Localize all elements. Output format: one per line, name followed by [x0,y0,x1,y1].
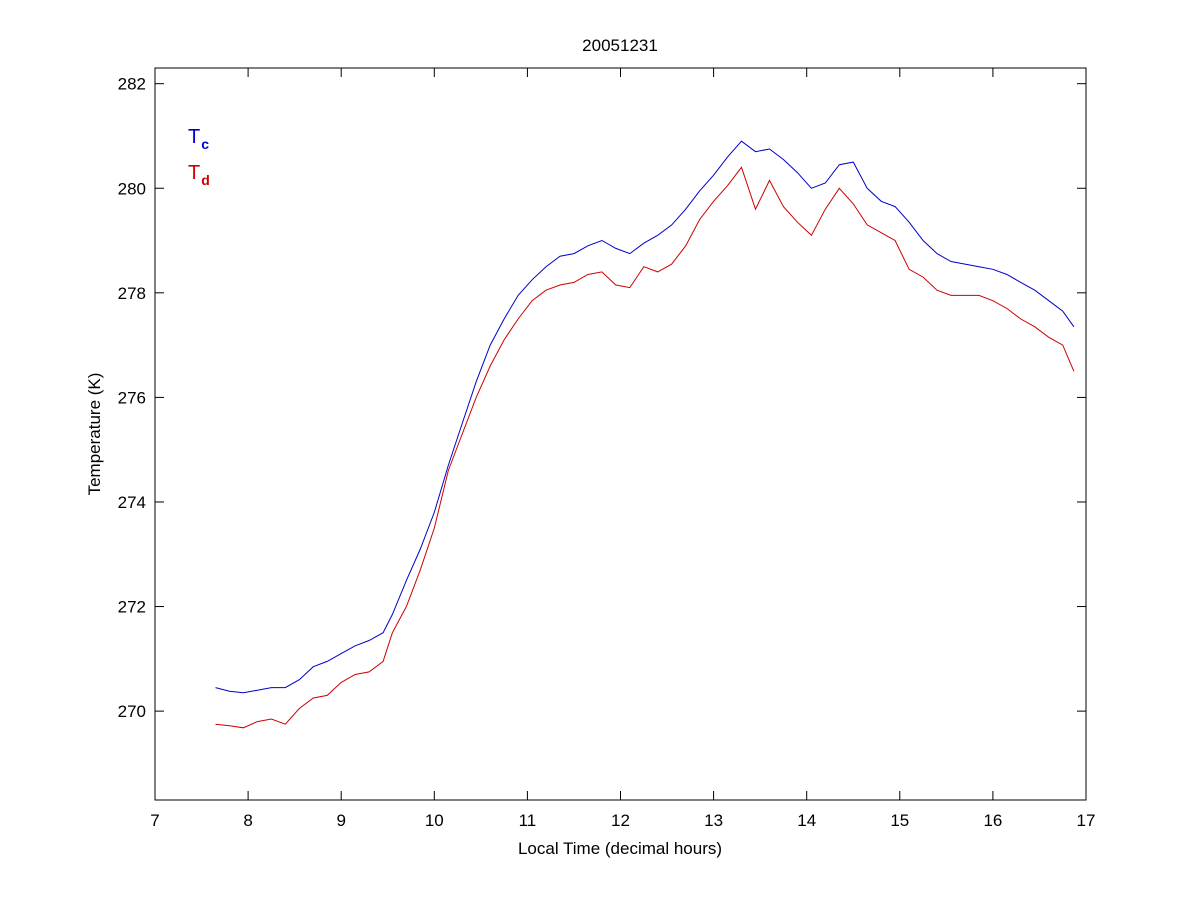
x-tick-label: 11 [519,811,537,830]
x-axis-label: Local Time (decimal hours) [518,839,722,858]
x-tick-label: 8 [243,811,252,830]
x-tick-label: 10 [425,811,444,830]
y-axis-ticks: 270 272 274 276 278 280 282 [118,75,1086,721]
x-tick-label: 7 [150,811,159,830]
x-tick-label: 16 [983,811,1002,830]
x-tick-label: 17 [1077,811,1096,830]
x-tick-label: 15 [890,811,909,830]
y-tick-label: 274 [118,493,146,512]
legend-entry-main: T [188,126,200,148]
series-layer [215,140,1075,729]
y-tick-label: 282 [118,75,146,94]
legend-entry-1: Td [188,162,210,188]
y-tick-label: 272 [118,598,146,617]
y-tick-label: 280 [118,179,146,198]
x-axis-ticks: 7 8 9 10 11 12 13 14 15 16 17 [150,68,1095,830]
legend-entry-subscript: c [201,136,209,152]
series-line-1 [215,166,1075,729]
x-tick-label: 14 [797,811,816,830]
y-axis-label: Temperature (K) [85,373,104,496]
legend-entry-main: T [188,162,200,184]
chart-title: 20051231 [582,36,658,55]
plot-area [154,67,1087,801]
y-tick-label: 276 [118,388,146,407]
legend-entry-subscript: d [201,172,210,188]
y-tick-label: 278 [118,284,146,303]
x-tick-label: 12 [611,811,630,830]
x-tick-label: 13 [704,811,723,830]
legend-entry-0: Tc [188,126,209,152]
series-line-0 [215,140,1075,694]
y-tick-label: 270 [118,702,146,721]
x-tick-label: 9 [336,811,345,830]
